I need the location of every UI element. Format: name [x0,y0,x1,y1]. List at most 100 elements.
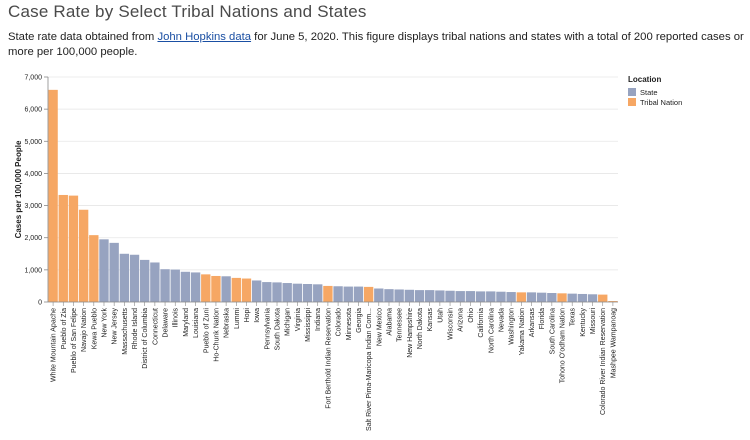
y-tick-label: 3,000 [24,203,42,210]
x-tick-label: Washington [509,308,516,345]
bar[interactable] [333,286,343,302]
description-prefix: State rate data obtained from [8,31,158,43]
x-tick-label: South Dakota [275,308,282,351]
bar[interactable] [78,209,89,302]
x-tick-label: Utah [437,308,444,323]
bar[interactable] [536,292,547,302]
x-tick-label: Mississippi [305,308,312,342]
bar[interactable] [414,290,425,302]
bar[interactable] [231,277,241,302]
x-tick-label: California [478,308,485,338]
bar[interactable] [404,289,415,302]
bar[interactable] [425,290,435,302]
bar[interactable] [48,89,58,302]
bar[interactable] [547,293,557,302]
x-tick-label: Illinois [173,308,180,328]
bar[interactable] [598,294,608,302]
bar[interactable] [129,254,140,302]
bar[interactable] [68,195,79,302]
bar[interactable] [445,290,455,302]
x-tick-label: Massachusetts [122,308,129,355]
bar[interactable] [58,194,68,302]
x-tick-label: Minnesota [346,308,353,340]
bar[interactable] [374,288,384,303]
bar[interactable] [526,292,537,302]
bar[interactable] [353,286,364,302]
bar[interactable] [394,289,404,302]
x-tick-label: Rhode Island [132,308,139,349]
x-tick-label: North Dakota [417,308,424,349]
x-tick-label: Nevada [498,308,505,332]
legend-swatch-state [628,88,636,96]
bar[interactable] [557,293,567,302]
bar[interactable] [190,272,201,302]
bar[interactable] [465,291,476,302]
y-tick-label: 1,000 [24,267,42,274]
x-tick-label: Michigan [285,308,292,336]
bar[interactable] [140,259,150,302]
x-tick-label: District of Columbia [142,308,149,369]
bar[interactable] [251,280,262,302]
bar[interactable] [109,242,119,302]
bar[interactable] [567,293,577,302]
bar[interactable] [211,275,221,302]
bars-group [48,89,618,303]
x-tick-label: Pueblo of San Felipe [71,308,78,373]
x-tick-label: South Carolina [549,308,556,354]
x-tick-label: Delaware [163,308,170,338]
bar[interactable] [160,269,170,302]
x-tick-label: White Mountain Apache [51,308,58,382]
bar[interactable] [577,293,588,302]
bar[interactable] [313,284,323,302]
bar[interactable] [516,292,526,302]
x-tick-label: New York [101,308,108,338]
bar[interactable] [506,292,516,302]
bar[interactable] [89,235,99,302]
x-tick-label: Pennsylvania [264,308,271,350]
bar[interactable] [486,291,496,302]
bar[interactable] [180,271,191,302]
y-tick-label: 0 [38,300,42,307]
bar[interactable] [302,284,313,302]
bar[interactable] [119,253,130,302]
bar[interactable] [587,294,598,302]
bar[interactable] [475,291,486,302]
x-tick-label: Indiana [315,308,322,331]
bar[interactable] [201,274,211,302]
x-tick-label: New Mexico [376,308,383,346]
x-tick-label: Lummi [234,308,241,329]
bar[interactable] [455,291,465,302]
x-tick-label: Tennessee [397,308,404,342]
bar[interactable] [99,239,109,302]
john-hopkins-link[interactable]: John Hopkins data [157,31,252,43]
y-axis-title: Cases per 100,000 People [14,140,23,238]
x-tick-label: Salt River Pima-Maricopa Indian Com... [366,308,373,431]
bar[interactable] [496,291,506,302]
x-tick-label: Alabama [386,308,393,336]
bar[interactable] [170,269,180,302]
bar[interactable] [323,285,333,302]
bar[interactable] [262,282,272,302]
bar[interactable] [343,286,353,302]
bar[interactable] [221,276,231,302]
x-tick-label: Kentucky [580,308,587,337]
x-tick-label: Connecticut [152,308,159,345]
x-tick-label: New Jersey [112,308,119,345]
legend-label-state: State [640,88,658,97]
bar[interactable] [241,278,252,302]
x-tick-label: Tohono O'odham Nation [560,308,567,383]
x-tick-label: Pueblo of Zuni [203,308,210,354]
bar[interactable] [282,283,292,302]
x-tick-label: Louisiana [193,308,200,338]
y-tick-label: 4,000 [24,171,42,178]
bar[interactable] [292,283,303,302]
bar[interactable] [435,290,445,302]
bar[interactable] [384,289,394,302]
x-tick-label: Yakama Nation [519,308,526,355]
y-tick-label: 6,000 [24,107,42,114]
bar[interactable] [150,262,160,302]
bar[interactable] [363,286,374,302]
bar[interactable] [608,301,618,302]
bar[interactable] [272,282,282,302]
chart-title: Case Rate by Select Tribal Nations and S… [8,2,367,21]
